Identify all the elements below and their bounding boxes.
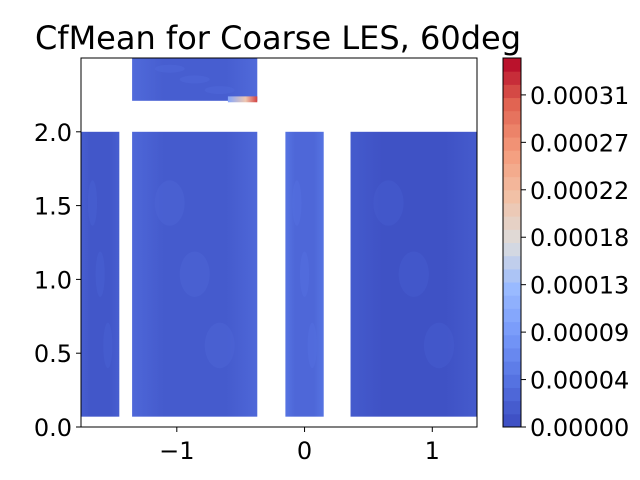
- contour-texture: [179, 251, 210, 298]
- plot-area: [81, 58, 477, 427]
- contour-texture: [87, 180, 98, 226]
- x-tick-label: 1: [425, 437, 440, 465]
- colorbar-band: [503, 308, 521, 323]
- contour-texture: [154, 180, 185, 226]
- x-axis: −1 0 1: [159, 427, 440, 465]
- x-tick-label: −1: [159, 437, 194, 465]
- colorbar: 0.00000 0.00004 0.00009 0.00013 0.00018 0.000…: [502, 57, 629, 442]
- colorbar-band: [503, 97, 521, 112]
- contour-texture: [95, 251, 105, 298]
- colorbar-tick-label: 0.00013: [530, 272, 629, 300]
- colorbar-tick-label: 0.00022: [530, 177, 629, 205]
- colorbar-band: [503, 84, 521, 99]
- colorbar-band: [503, 202, 521, 217]
- contour-texture: [307, 322, 317, 369]
- y-tick-label: 0.5: [34, 340, 72, 368]
- colorbar-band: [503, 71, 521, 85]
- colorbar-band: [503, 229, 521, 243]
- colorbar-band: [503, 150, 521, 164]
- contour-texture: [299, 251, 310, 298]
- colorbar-band: [503, 321, 521, 336]
- y-tick-label: 0.0: [34, 414, 72, 442]
- y-axis: 0.0 0.5 1.0 1.5 2.0: [34, 119, 81, 442]
- contour-texture: [204, 322, 235, 369]
- contour-hotspot: [227, 96, 258, 103]
- colorbar-band: [503, 137, 521, 151]
- colorbar-tick-label: 0.00000: [530, 414, 629, 442]
- colorbar-band: [503, 374, 521, 388]
- colorbar-band: [503, 58, 521, 72]
- colorbar-band: [503, 163, 521, 178]
- colorbar-band: [503, 400, 521, 415]
- colorbar-band: [503, 295, 521, 309]
- colorbar-band: [503, 242, 521, 257]
- contour-texture: [373, 180, 404, 226]
- contour-texture: [103, 322, 113, 369]
- colorbar-band: [503, 216, 521, 230]
- colorbar-band: [503, 347, 521, 362]
- colorbar-band: [503, 413, 521, 428]
- colorbar-band: [503, 334, 521, 349]
- contour-texture: [179, 75, 210, 84]
- colorbar-tick-label: 0.00004: [530, 367, 629, 395]
- colorbar-band: [503, 189, 521, 204]
- y-tick-label: 2.0: [34, 119, 72, 147]
- colorbar-tick-label: 0.00018: [530, 224, 629, 252]
- colorbar-tick-label: 0.00009: [530, 319, 629, 347]
- colorbar-band: [503, 387, 521, 402]
- colorbar-tick-label: 0.00031: [530, 82, 629, 110]
- colorbar-band: [503, 361, 521, 375]
- colorbar-band: [503, 268, 521, 283]
- y-tick-label: 1.5: [34, 193, 72, 221]
- y-tick-label: 1.0: [34, 266, 72, 294]
- contour-texture: [398, 251, 429, 298]
- colorbar-band: [503, 282, 521, 296]
- contour-texture: [292, 180, 302, 226]
- chart-title: CfMean for Coarse LES, 60deg: [35, 19, 521, 57]
- colorbar-frame: [502, 57, 522, 428]
- contour-texture: [423, 322, 455, 369]
- x-tick-label: 0: [297, 437, 312, 465]
- colorbar-tick-label: 0.00027: [530, 129, 629, 157]
- colorbar-band: [503, 255, 521, 270]
- contour-texture: [204, 86, 235, 95]
- plot-frame: [80, 57, 478, 428]
- colorbar-band: [503, 176, 521, 191]
- colorbar-band: [503, 110, 521, 125]
- colorbar-band: [503, 123, 521, 138]
- contour-texture: [154, 64, 185, 73]
